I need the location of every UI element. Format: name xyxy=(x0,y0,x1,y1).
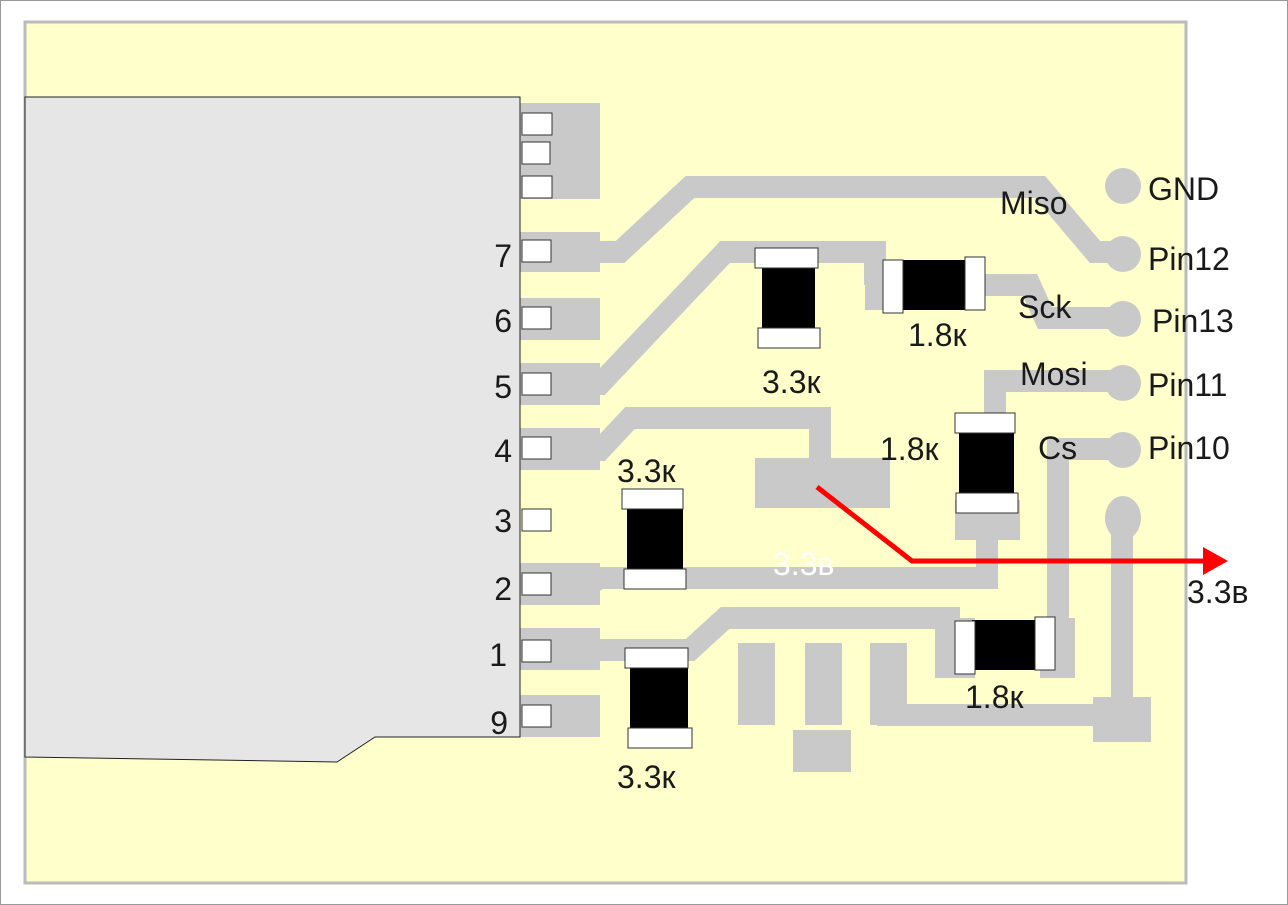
arrow-head-icon xyxy=(1203,547,1228,575)
pin-label: 2 xyxy=(494,571,512,607)
resistor-r2-value: 1.8к xyxy=(908,317,967,353)
resistor-r3 xyxy=(954,412,1019,514)
signal-label-cs: Cs xyxy=(1038,430,1077,466)
pin-label: 6 xyxy=(494,303,512,339)
header-pad-gnd xyxy=(1105,168,1141,204)
power-trace-label: 3.3в xyxy=(773,546,834,582)
header-pad-pin10 xyxy=(1105,432,1141,468)
resistor-r4 xyxy=(621,488,687,590)
pin-label: 7 xyxy=(494,238,512,274)
header: GND Pin12 Pin13 Pin11 Pin10 xyxy=(1105,168,1234,540)
header-label-gnd: GND xyxy=(1148,171,1219,207)
power-arrow-label: 3.3в xyxy=(1187,574,1248,610)
resistor-r4-value: 3.3к xyxy=(617,453,676,489)
header-pad-3v3 xyxy=(1105,496,1141,540)
resistor-r5-value: 3.3к xyxy=(617,759,676,795)
header-label-pin13: Pin13 xyxy=(1152,303,1234,339)
pin-label: 4 xyxy=(494,433,512,469)
pin-label: 1 xyxy=(489,637,507,673)
sd-card-connector xyxy=(24,96,521,763)
header-label-pin11: Pin11 xyxy=(1148,367,1227,403)
header-pad-pin13 xyxy=(1105,301,1141,337)
pin-label: 3 xyxy=(494,503,512,539)
resistor-r2 xyxy=(882,256,986,314)
resistor-r6-value: 1.8к xyxy=(965,679,1024,715)
copper-traces xyxy=(520,103,1151,772)
header-pad-pin12 xyxy=(1105,236,1141,272)
signal-label-miso: Miso xyxy=(1000,185,1068,221)
connector-pin-labels: 7 6 5 4 3 2 1 9 xyxy=(489,238,512,741)
pin-label: 9 xyxy=(490,705,508,741)
power-arrow-line xyxy=(815,485,1205,564)
signal-label-sck: Sck xyxy=(1018,289,1072,325)
connector-pads xyxy=(521,112,553,728)
resistor-r1 xyxy=(754,247,821,349)
resistor-r1-value: 3.3к xyxy=(762,364,821,400)
resistor-r6 xyxy=(954,616,1056,675)
signal-label-mosi: Mosi xyxy=(1020,356,1088,392)
pin-label: 5 xyxy=(494,369,512,405)
header-label-pin10: Pin10 xyxy=(1148,430,1230,466)
resistor-r5 xyxy=(624,647,693,749)
resistor-r3-value: 1.8к xyxy=(880,431,939,467)
header-label-pin12: Pin12 xyxy=(1148,241,1230,277)
header-pad-pin11 xyxy=(1105,365,1141,401)
